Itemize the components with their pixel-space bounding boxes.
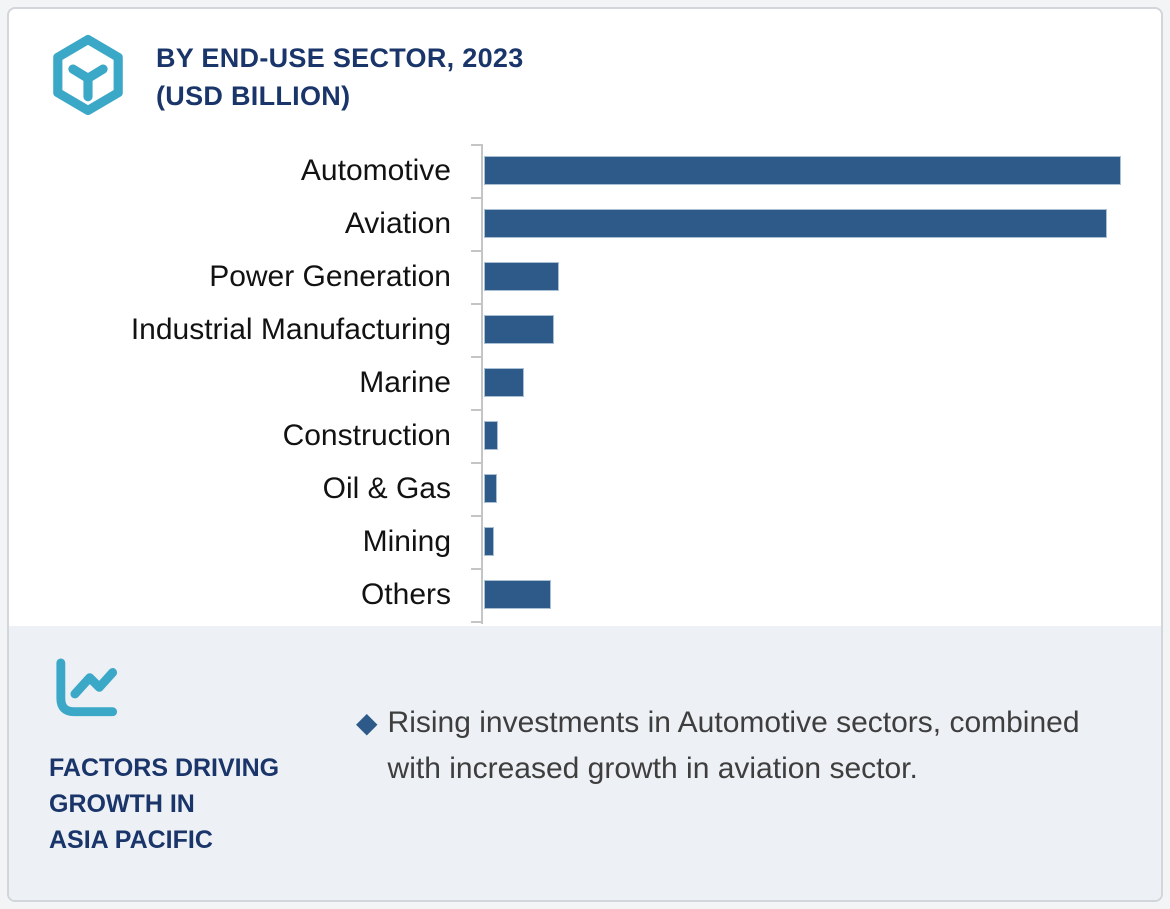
chart-row: Aviation <box>9 197 1161 250</box>
axis-tick <box>471 515 482 517</box>
category-axis-line <box>481 144 483 624</box>
axis-tick <box>471 568 482 570</box>
bar-industrial-manufacturing <box>484 315 554 344</box>
category-label: Mining <box>362 524 451 558</box>
chart-title-line1: BY END-USE SECTOR, 2023 <box>156 43 524 73</box>
axis-tick <box>471 250 482 252</box>
chart-row: Industrial Manufacturing <box>9 303 1161 356</box>
category-label: Power Generation <box>209 259 451 293</box>
factor-bullet-item: ◆ Rising investments in Automotive secto… <box>356 700 1086 792</box>
factors-heading: FACTORS DRIVING GROWTH IN ASIA PACIFIC <box>49 750 279 858</box>
factors-heading-line2: GROWTH IN <box>49 790 195 818</box>
axis-tick <box>471 144 482 146</box>
chart-row: Construction <box>9 409 1161 462</box>
bar-chart: Automotive Aviation Power Generation Indust… <box>9 144 1161 622</box>
bar-oil-gas <box>484 474 497 503</box>
chart-row: Power Generation <box>9 250 1161 303</box>
axis-tick <box>471 356 482 358</box>
axis-tick <box>471 621 482 623</box>
category-label: Aviation <box>344 206 451 240</box>
bar-mining <box>484 527 494 556</box>
axis-tick <box>471 197 482 199</box>
bar-power-generation <box>484 262 559 291</box>
bar-others <box>484 580 551 609</box>
chart-row: Automotive <box>9 144 1161 197</box>
category-label: Industrial Manufacturing <box>130 312 451 346</box>
diamond-bullet-icon: ◆ <box>356 707 378 738</box>
category-label: Automotive <box>300 153 451 187</box>
axis-tick <box>471 303 482 305</box>
category-label: Others <box>360 577 451 611</box>
trend-line-chart-icon <box>49 655 123 727</box>
factors-heading-line1: FACTORS DRIVING <box>49 754 280 782</box>
chart-row: Mining <box>9 515 1161 568</box>
infographic-panel: BY END-USE SECTOR, 2023 (USD BILLION) Au… <box>7 7 1163 902</box>
axis-tick <box>471 462 482 464</box>
category-label: Construction <box>282 418 451 452</box>
axis-tick <box>471 409 482 411</box>
factor-bullet-text: Rising investments in Automotive sectors… <box>387 706 1080 785</box>
chart-row: Others <box>9 568 1161 621</box>
chart-title: BY END-USE SECTOR, 2023 (USD BILLION) <box>156 39 524 115</box>
bar-automotive <box>484 156 1121 185</box>
category-label: Oil & Gas <box>322 471 451 505</box>
chart-row: Oil & Gas <box>9 462 1161 515</box>
category-label: Marine <box>359 365 451 399</box>
chart-row: Marine <box>9 356 1161 409</box>
factors-section: FACTORS DRIVING GROWTH IN ASIA PACIFIC ◆… <box>9 626 1161 900</box>
bar-marine <box>484 368 524 397</box>
bar-aviation <box>484 209 1107 238</box>
factors-heading-line3: ASIA PACIFIC <box>49 826 213 854</box>
bar-construction <box>484 421 498 450</box>
hexagon-y-logo-icon <box>46 31 130 119</box>
chart-title-line2: (USD BILLION) <box>156 81 351 111</box>
